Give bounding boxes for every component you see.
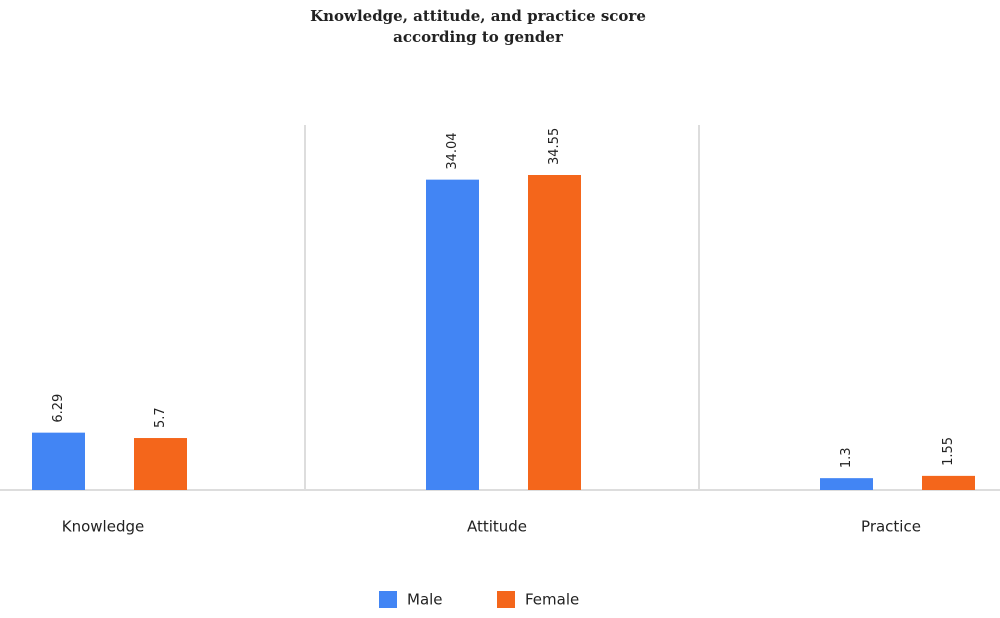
bar <box>32 432 85 490</box>
bar <box>134 438 187 490</box>
value-label: 1.55 <box>941 437 956 466</box>
bar <box>528 175 581 490</box>
legend-swatch <box>379 591 397 608</box>
value-label: 5.7 <box>153 407 168 428</box>
legend-label: Male <box>407 591 443 609</box>
bar <box>922 475 975 490</box>
bar <box>820 478 873 490</box>
value-label: 34.55 <box>547 128 562 165</box>
value-label: 6.29 <box>51 394 66 423</box>
bar <box>426 179 479 490</box>
value-label: 1.3 <box>839 447 854 468</box>
x-tick-label: Attitude <box>467 518 527 536</box>
x-tick-label: Practice <box>861 518 921 536</box>
value-label: 34.04 <box>445 132 460 169</box>
chart-title: Knowledge, attitude, and practice score … <box>310 7 646 46</box>
legend-label: Female <box>525 591 579 609</box>
x-tick-label: Knowledge <box>62 518 144 536</box>
legend-swatch <box>497 591 515 608</box>
